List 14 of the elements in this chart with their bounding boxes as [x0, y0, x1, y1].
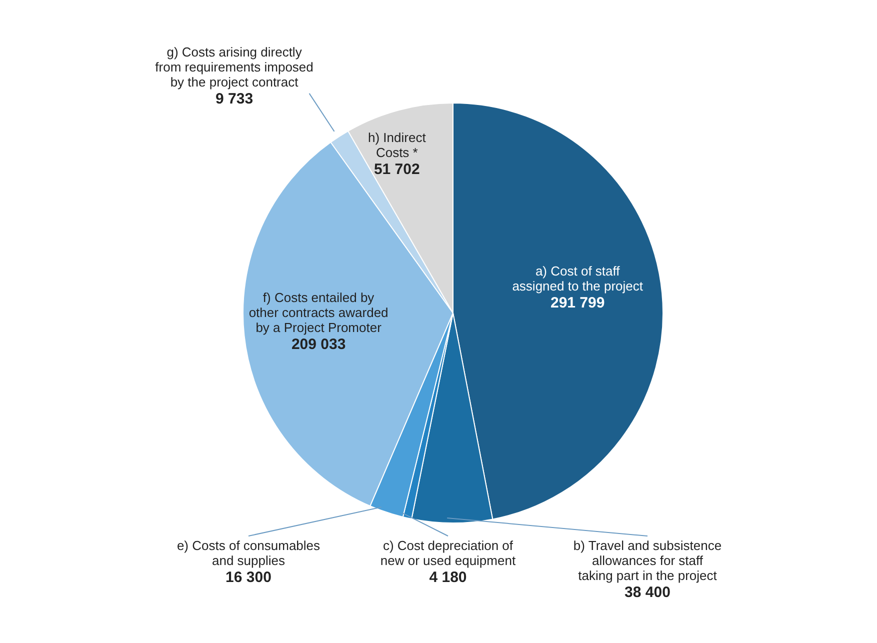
data-label: 38 400 [624, 584, 670, 601]
slice-label: h) Indirect Costs * [368, 130, 426, 160]
data-label: 16 300 [226, 569, 272, 586]
data-label: 291 799 [550, 294, 605, 312]
data-label: 4 180 [429, 569, 467, 586]
data-label: 209 033 [291, 336, 346, 354]
slice-label: b) Travel and subsistence allowances for staff taking part in the project [573, 538, 722, 583]
slice-label: e) Costs of consumables and supplies [176, 538, 321, 568]
data-label: 9 733 [216, 90, 254, 108]
slice-label: a) Cost of staff assigned to the project [512, 264, 644, 294]
data-label: 51 702 [374, 160, 420, 178]
slice-label: c) Cost depreciation of new or used equipment [380, 538, 516, 568]
slice-label: f) Costs entailed by other contracts awarded by a Project Promoter [248, 290, 388, 336]
slice-label: g) Costs arising directly from requirements imposed by the project contract [155, 44, 314, 90]
